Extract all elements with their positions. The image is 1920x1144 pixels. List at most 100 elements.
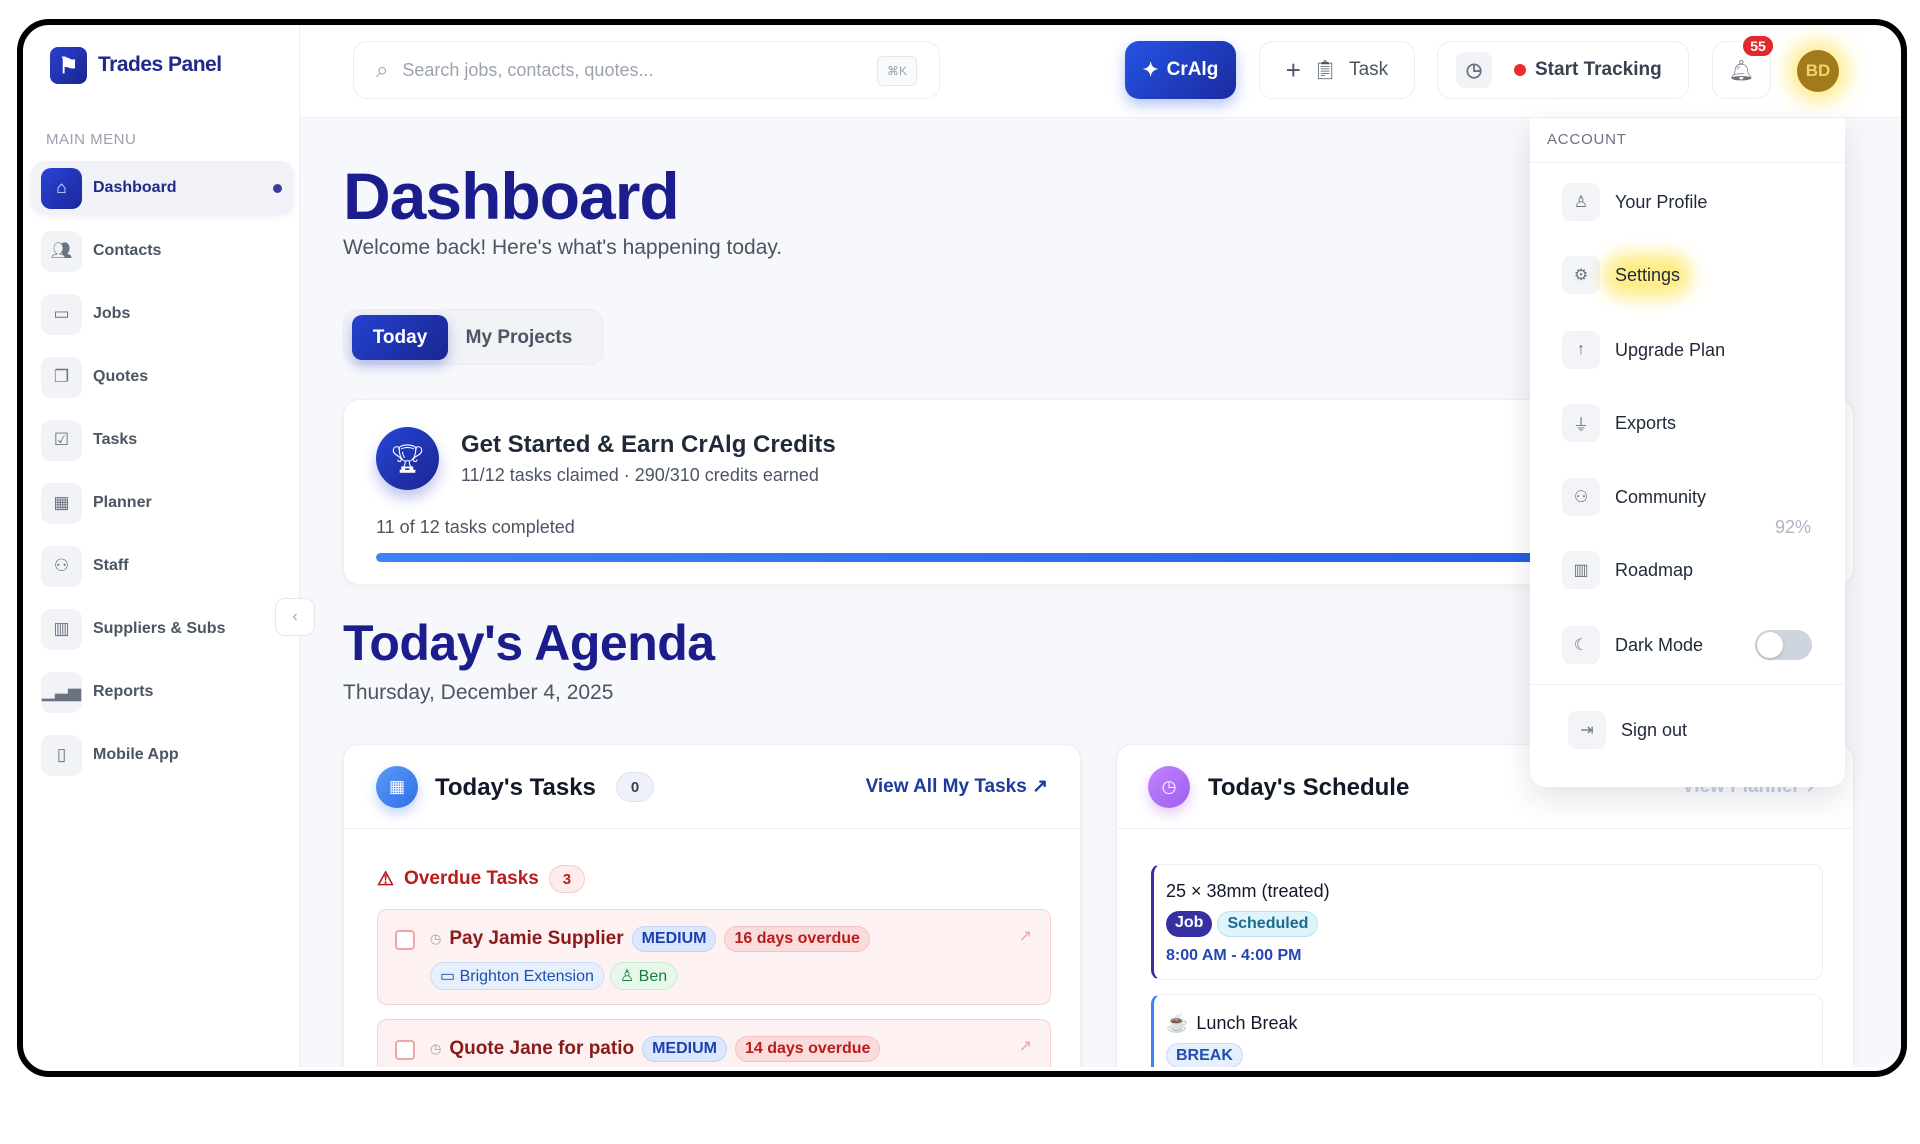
user-icon: ♙ [619, 968, 639, 985]
check-square-icon: ☑ [41, 419, 82, 461]
user-icon: ♙ [1562, 183, 1600, 221]
moon-icon: ☾ [1562, 626, 1600, 664]
menu-item-roadmap[interactable]: ▥ Roadmap [1562, 550, 1693, 590]
priority-badge: MEDIUM [642, 1036, 727, 1062]
sidebar-item-label: Reports [93, 683, 154, 700]
progress-fill [376, 553, 1705, 562]
view-all-tasks-link[interactable]: View All My Tasks ↗ [866, 775, 1048, 798]
sidebar-item-tasks[interactable]: ☑ Tasks [31, 413, 294, 467]
sidebar-item-label: Planner [93, 494, 152, 511]
account-menu-header: ACCOUNT [1547, 131, 1627, 148]
open-task-icon[interactable]: ↗ [1018, 1038, 1032, 1055]
tasks-header [344, 745, 1080, 829]
menu-item-label: Upgrade Plan [1615, 339, 1726, 360]
schedule-time: 8:00 AM - 4:00 PM [1166, 947, 1302, 964]
task-checkbox[interactable] [395, 930, 415, 950]
clock-icon: ◷ [1456, 52, 1492, 88]
account-menu: ACCOUNT ♙ Your Profile ⚙ Settings ↑ Upgrade… [1530, 118, 1845, 787]
menu-item-label: Roadmap [1615, 559, 1694, 580]
coffee-icon: ☕ [1166, 1013, 1189, 1033]
divider [1530, 684, 1845, 685]
staff-icon: ⚇ [41, 545, 82, 587]
sparkle-icon: ✦ [1142, 59, 1159, 81]
overdue-label: Overdue Tasks [404, 868, 539, 889]
schedule-item[interactable]: ☕ Lunch Break BREAK [1151, 994, 1823, 1067]
tab-my-projects[interactable]: My Projects [465, 326, 573, 348]
schedule-header [1117, 745, 1853, 829]
sign-out-button[interactable]: ⇥ Sign out [1568, 710, 1687, 750]
sidebar-item-contacts[interactable]: 👥︎ Contacts [31, 224, 294, 278]
sign-out-label: Sign out [1621, 719, 1688, 740]
gear-icon: ⚙ [1562, 256, 1600, 294]
main-menu-label: MAIN MENU [46, 131, 137, 148]
sidebar-item-staff[interactable]: ⚇ Staff [31, 539, 294, 593]
menu-item-settings[interactable]: ⚙ Settings [1562, 255, 1681, 295]
agenda-title: Today's Agenda [343, 615, 715, 671]
sidebar-item-reports[interactable]: ▁▃▅ Reports [31, 665, 294, 719]
search-icon: ⌕ [376, 57, 389, 82]
task-name[interactable]: Quote Jane for patio [449, 1038, 635, 1059]
active-dot [273, 183, 282, 193]
task-name[interactable]: Pay Jamie Supplier [449, 928, 624, 949]
task-item[interactable]: ◷ Pay Jamie Supplier MEDIUM 16 days overdue… [377, 909, 1051, 1005]
chevron-left-icon: ‹ [292, 608, 298, 625]
clock-icon: ◷ [1148, 766, 1190, 808]
avatar[interactable]: BD [1797, 50, 1839, 92]
sidebar-item-label: Jobs [93, 305, 131, 322]
view-tabs: Today My Projects [343, 309, 604, 365]
bell-icon: 🔔︎ [1728, 59, 1755, 82]
dark-mode-toggle[interactable] [1755, 630, 1812, 660]
search-placeholder: Search jobs, contacts, quotes... [402, 59, 654, 80]
clipboard-icon: ❐ [41, 356, 82, 398]
menu-item-dark-mode[interactable]: ☾ Dark Mode [1562, 625, 1703, 665]
sign-out-icon: ⇥ [1568, 711, 1606, 749]
sidebar-item-quotes[interactable]: ❐ Quotes [31, 350, 294, 404]
home-icon: ⌂ [41, 167, 82, 209]
project-name: Brighton Extension [459, 968, 594, 985]
open-task-icon[interactable]: ↗ [1018, 928, 1032, 945]
brand-name: Trades Panel [98, 53, 222, 76]
menu-item-your-profile[interactable]: ♙ Your Profile [1562, 182, 1707, 222]
briefcase-icon: ▭ [440, 968, 460, 985]
plus-icon: + [1285, 54, 1301, 85]
arrow-up-icon: ↑ [1562, 331, 1600, 369]
menu-item-upgrade-plan[interactable]: ↑ Upgrade Plan [1562, 330, 1725, 370]
sidebar-item-dashboard[interactable]: ⌂ Dashboard [31, 161, 294, 215]
project-badge[interactable]: ▭ Brighton Extension [430, 962, 604, 990]
sidebar-item-planner[interactable]: ▦ Planner [31, 476, 294, 530]
task-checkbox[interactable] [395, 1040, 415, 1060]
schedule-item[interactable]: 25 × 38mm (treated) Job Scheduled 8:00 A… [1151, 864, 1823, 980]
menu-item-exports[interactable]: ⏚ Exports [1562, 403, 1676, 443]
type-badge: Job [1166, 911, 1213, 937]
task-label: Task [1349, 59, 1389, 80]
status-badge: Scheduled [1217, 911, 1319, 937]
external-link-icon: ↗ [1032, 776, 1048, 797]
calendar-icon: ▦ [376, 766, 418, 808]
credits-subtitle: 11/12 tasks claimed · 290/310 credits ea… [461, 465, 819, 485]
add-task-button[interactable]: + 📋︎ Task [1259, 41, 1415, 99]
sidebar-item-suppliers[interactable]: ▥ Suppliers & Subs [31, 602, 294, 656]
menu-item-label: Community [1615, 486, 1707, 507]
trophy-icon: 🏆︎ [376, 427, 439, 490]
tab-today[interactable]: Today [352, 315, 448, 360]
notification-badge: 55 [1741, 34, 1775, 58]
clipboard-icon: 📋︎ [1312, 60, 1338, 81]
logo-icon: ⚑ [50, 47, 87, 84]
collapse-sidebar-button[interactable]: ‹ [275, 598, 315, 636]
sidebar-item-label: Suppliers & Subs [93, 620, 226, 637]
sidebar-item-mobile-app[interactable]: ▯ Mobile App [31, 728, 294, 782]
menu-item-label: Exports [1615, 412, 1677, 433]
cralg-button[interactable]: ✦ CrAlg [1125, 41, 1236, 99]
sidebar-item-jobs[interactable]: ▭ Jobs [31, 287, 294, 341]
start-tracking-button[interactable]: ◷ Start Tracking [1437, 41, 1689, 99]
menu-item-community[interactable]: ⚇ Community [1562, 477, 1706, 517]
todays-schedule-card: ◷ Today's Schedule View Planner ↗ 25 × 3… [1116, 744, 1854, 1067]
briefcase-icon: ▭ [41, 293, 82, 335]
priority-badge: MEDIUM [631, 926, 717, 952]
sidebar-item-label: Staff [93, 557, 129, 574]
search-input[interactable]: ⌕ Search jobs, contacts, quotes... ⌘K [353, 41, 940, 99]
bar-chart-icon: ▁▃▅ [41, 671, 82, 713]
task-item[interactable]: ◷ Quote Jane for patio MEDIUM 14 days overd… [377, 1019, 1051, 1067]
sidebar-item-label: Quotes [93, 368, 149, 385]
clock-icon: ◷ [430, 931, 442, 946]
